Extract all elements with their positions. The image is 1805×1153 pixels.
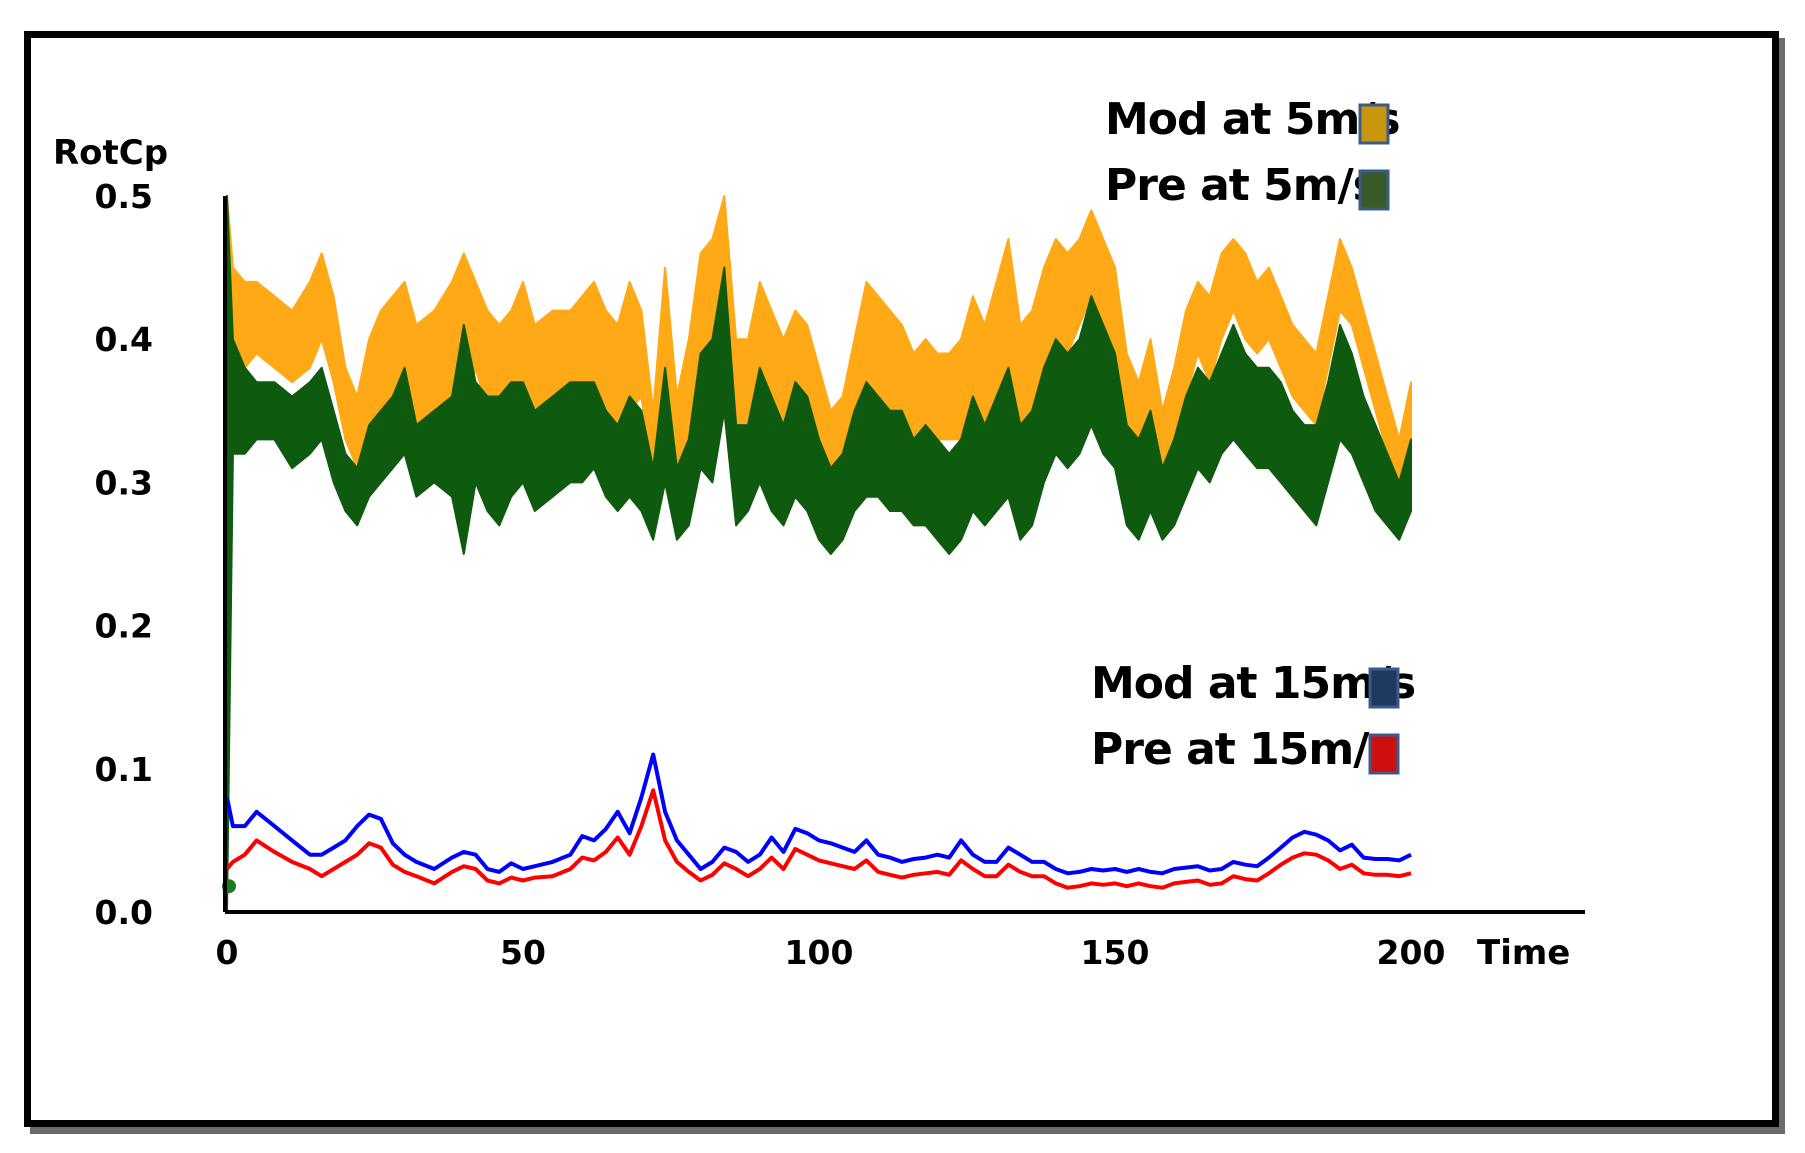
- series-layer: [222, 195, 1412, 913]
- x-tick-label: 0: [216, 933, 239, 972]
- legend-swatch: [1368, 667, 1400, 709]
- x-axis-title: Time: [1477, 933, 1570, 973]
- y-tick-label: 0.4: [95, 320, 153, 359]
- x-tick-label: 200: [1377, 933, 1446, 972]
- legend-label: Pre at 5m/s: [1105, 160, 1378, 211]
- chart-frame: RotCp Time 0.0 0.1 0.2 0.3 0.4 0.5 0 50 100 150 20…: [24, 31, 1779, 1127]
- series-line-3: [225, 752, 1412, 876]
- legend-label: Pre at 15m/s: [1091, 724, 1394, 775]
- legend-swatch: [1358, 103, 1390, 145]
- y-tick-label: 0.2: [95, 607, 153, 646]
- y-tick-label: 0.3: [95, 463, 153, 502]
- legend-swatch: [1368, 733, 1400, 775]
- series-line-4: [225, 788, 1412, 890]
- x-tick-label: 100: [785, 933, 854, 972]
- y-tick-label: 0.1: [95, 750, 153, 789]
- y-tick-label: 0.5: [95, 177, 153, 216]
- ticks-layer: 0.0 0.1 0.2 0.3 0.4 0.5 0 50 100 150 200: [95, 177, 1446, 972]
- legend-label: Mod at 5m/s: [1105, 94, 1400, 145]
- y-axis-title: RotCp: [53, 133, 168, 173]
- y-tick-label: 0.0: [95, 893, 153, 932]
- legend-swatch: [1358, 169, 1390, 211]
- chart-svg: RotCp Time 0.0 0.1 0.2 0.3 0.4 0.5 0 50 100 150 20…: [53, 94, 1585, 973]
- series-band-2: [226, 195, 1412, 913]
- legend: Mod at 5m/s Pre at 5m/s Mod at 15m/s Pre at…: [1091, 94, 1416, 775]
- legend-label: Mod at 15m/s: [1091, 658, 1415, 709]
- axes-layer: RotCp Time: [53, 133, 1585, 973]
- x-tick-label: 50: [500, 933, 546, 972]
- x-tick-label: 150: [1081, 933, 1150, 972]
